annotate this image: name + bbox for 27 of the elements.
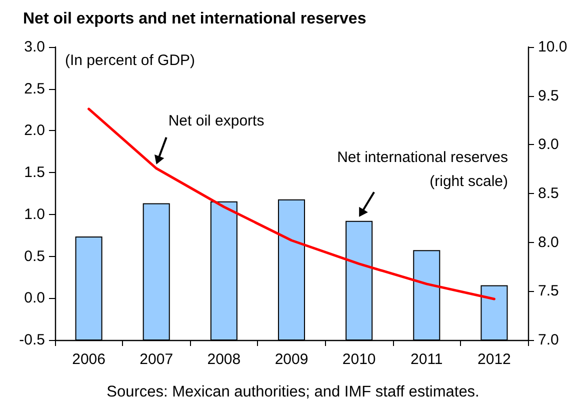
text: Net oil exports	[168, 112, 264, 130]
y-tick-label: -0.5	[19, 332, 45, 348]
y2-tick-label: 7.5	[538, 282, 559, 300]
chart-title: Net oil exports and net international reserves	[23, 10, 366, 28]
y-tick-label: 1.5	[24, 164, 45, 182]
y-tick-label: 3.0	[24, 38, 45, 56]
x-tick-label: 2010	[342, 351, 376, 368]
y-tick-label: 1.0	[24, 206, 45, 223]
source-note: Sources: Mexican authorities; and IMF staff estimates.	[106, 384, 480, 400]
y2-tick-label: 9.5	[538, 87, 559, 104]
x-tick-label: 2012	[478, 351, 511, 368]
x-tick-label: 2007	[140, 351, 174, 368]
x-tick-label: 2009	[274, 351, 308, 368]
y-tick-label: 2.5	[24, 80, 45, 98]
text: Net international reserves (right scale)	[337, 149, 508, 190]
y2-tick-label: 10.0	[538, 38, 568, 56]
x-tick-label: 2006	[72, 351, 106, 368]
y-tick-label: 2.0	[24, 122, 45, 140]
y-tick-label: 0.0	[24, 290, 45, 307]
annotation: (In percent of GDP)	[65, 52, 196, 69]
y2-tick-label: 9.0	[538, 136, 559, 154]
y-tick-label: 0.5	[24, 248, 45, 265]
y2-tick-label: 8.0	[538, 234, 559, 251]
x-tick-label: 2008	[207, 351, 241, 368]
x-tick-label: 2011	[410, 351, 443, 368]
y2-tick-label: 8.5	[538, 185, 559, 202]
y2-tick-label: 7.0	[538, 332, 559, 348]
